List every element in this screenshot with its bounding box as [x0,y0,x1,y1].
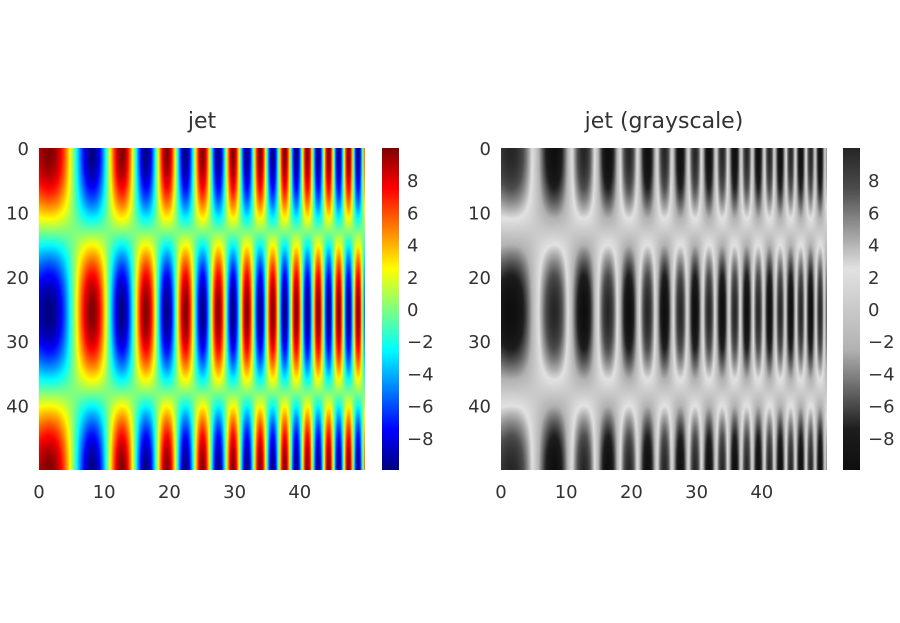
colorbar-tick-label: 0 [868,300,879,321]
colorbar-tick-label: 2 [868,268,879,289]
colorbar-tick-label: 8 [407,171,418,192]
colorbar-tick-label: −4 [407,364,434,385]
colorbar-tick-label: −4 [868,364,895,385]
chart-title: jet (grayscale) [584,109,744,134]
colorbar-tick-label: 4 [868,236,879,257]
x-axis-ticks: 0 10 20 30 40 [495,482,773,503]
x-tick-label: 10 [93,482,116,503]
x-tick-label: 20 [158,482,181,503]
y-tick-label: 0 [18,139,29,160]
colorbar-tick-label: 4 [407,236,418,257]
y-tick-label: 10 [468,203,491,224]
heatmap-image [501,148,827,470]
y-tick-label: 10 [6,203,29,224]
colorbar-tick-label: 6 [868,203,879,224]
colorbar [843,148,860,470]
y-tick-label: 30 [468,332,491,353]
y-axis-ticks: 0 10 20 30 40 [468,139,491,418]
chart-title: jet [187,109,217,134]
x-tick-label: 20 [620,482,643,503]
x-tick-label: 0 [495,482,506,503]
y-tick-label: 40 [6,397,29,418]
x-axis-ticks: 0 10 20 30 40 [33,482,311,503]
y-tick-label: 0 [480,139,491,160]
colorbar-tick-label: −8 [868,429,895,450]
y-tick-label: 20 [6,268,29,289]
x-tick-label: 10 [555,482,578,503]
colorbar-tick-label: 0 [407,300,418,321]
y-tick-label: 20 [468,268,491,289]
x-tick-label: 30 [685,482,708,503]
y-tick-label: 30 [6,332,29,353]
colorbar-ticks: 8 6 4 2 0 −2 −4 −6 −8 [407,171,434,450]
x-tick-label: 30 [223,482,246,503]
colorbar-tick-label: −2 [868,332,895,353]
colorbar-tick-label: −6 [868,397,895,418]
y-tick-label: 40 [468,397,491,418]
heatmap-image [39,148,365,470]
x-tick-label: 40 [288,482,311,503]
colorbar-tick-label: −2 [407,332,434,353]
x-tick-label: 0 [33,482,44,503]
colorbar-tick-label: −6 [407,397,434,418]
colorbar-ticks: 8 6 4 2 0 −2 −4 −6 −8 [868,171,895,450]
colorbar-tick-label: 6 [407,203,418,224]
colorbar-tick-label: 8 [868,171,879,192]
colorbar-tick-label: 2 [407,268,418,289]
colorbar [382,148,399,470]
x-tick-label: 40 [750,482,773,503]
y-axis-ticks: 0 10 20 30 40 [6,139,29,418]
colorbar-tick-label: −8 [407,429,434,450]
